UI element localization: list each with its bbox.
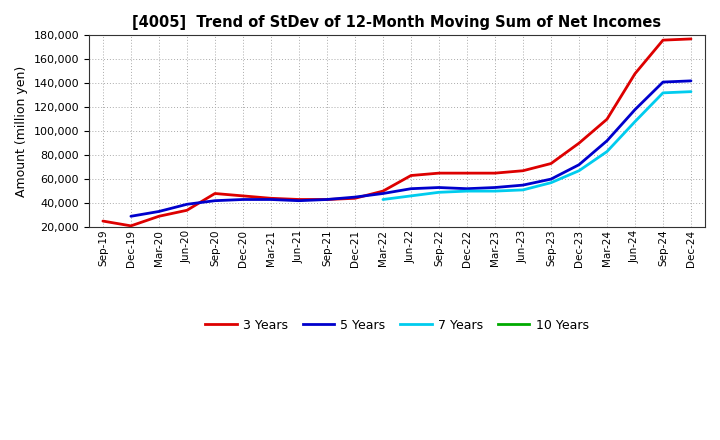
5 Years — [518, 183, 527, 188]
3 Years — [463, 170, 472, 176]
7 Years — [463, 188, 472, 194]
5 Years — [603, 138, 611, 143]
Line: 3 Years: 3 Years — [103, 39, 691, 226]
3 Years — [659, 37, 667, 43]
Line: 7 Years: 7 Years — [383, 92, 691, 199]
5 Years — [435, 185, 444, 190]
3 Years — [687, 36, 696, 41]
5 Years — [546, 176, 555, 182]
Legend: 3 Years, 5 Years, 7 Years, 10 Years: 3 Years, 5 Years, 7 Years, 10 Years — [200, 314, 593, 337]
5 Years — [659, 80, 667, 85]
3 Years — [323, 197, 331, 202]
5 Years — [294, 198, 303, 203]
5 Years — [183, 202, 192, 207]
3 Years — [379, 188, 387, 194]
7 Years — [546, 180, 555, 185]
5 Years — [575, 162, 583, 167]
5 Years — [379, 191, 387, 196]
5 Years — [490, 185, 499, 190]
5 Years — [238, 197, 247, 202]
3 Years — [603, 117, 611, 122]
3 Years — [546, 161, 555, 166]
5 Years — [211, 198, 220, 203]
3 Years — [294, 197, 303, 202]
7 Years — [659, 90, 667, 95]
3 Years — [183, 208, 192, 213]
7 Years — [631, 119, 639, 124]
3 Years — [238, 193, 247, 198]
7 Years — [518, 187, 527, 193]
7 Years — [687, 89, 696, 94]
7 Years — [435, 190, 444, 195]
Y-axis label: Amount (million yen): Amount (million yen) — [15, 66, 28, 197]
Title: [4005]  Trend of StDev of 12-Month Moving Sum of Net Incomes: [4005] Trend of StDev of 12-Month Moving… — [132, 15, 662, 30]
5 Years — [687, 78, 696, 84]
3 Years — [266, 196, 275, 201]
5 Years — [631, 107, 639, 112]
3 Years — [631, 71, 639, 76]
3 Years — [435, 170, 444, 176]
3 Years — [211, 191, 220, 196]
3 Years — [99, 218, 107, 224]
3 Years — [518, 168, 527, 173]
3 Years — [407, 173, 415, 178]
7 Years — [407, 193, 415, 198]
3 Years — [575, 140, 583, 146]
3 Years — [490, 170, 499, 176]
5 Years — [407, 186, 415, 191]
3 Years — [155, 214, 163, 219]
5 Years — [155, 209, 163, 214]
5 Years — [266, 197, 275, 202]
3 Years — [351, 196, 359, 201]
5 Years — [463, 186, 472, 191]
7 Years — [603, 149, 611, 154]
3 Years — [127, 223, 135, 228]
7 Years — [575, 168, 583, 173]
7 Years — [490, 188, 499, 194]
5 Years — [127, 214, 135, 219]
5 Years — [323, 197, 331, 202]
Line: 5 Years: 5 Years — [131, 81, 691, 216]
5 Years — [351, 194, 359, 200]
7 Years — [379, 197, 387, 202]
